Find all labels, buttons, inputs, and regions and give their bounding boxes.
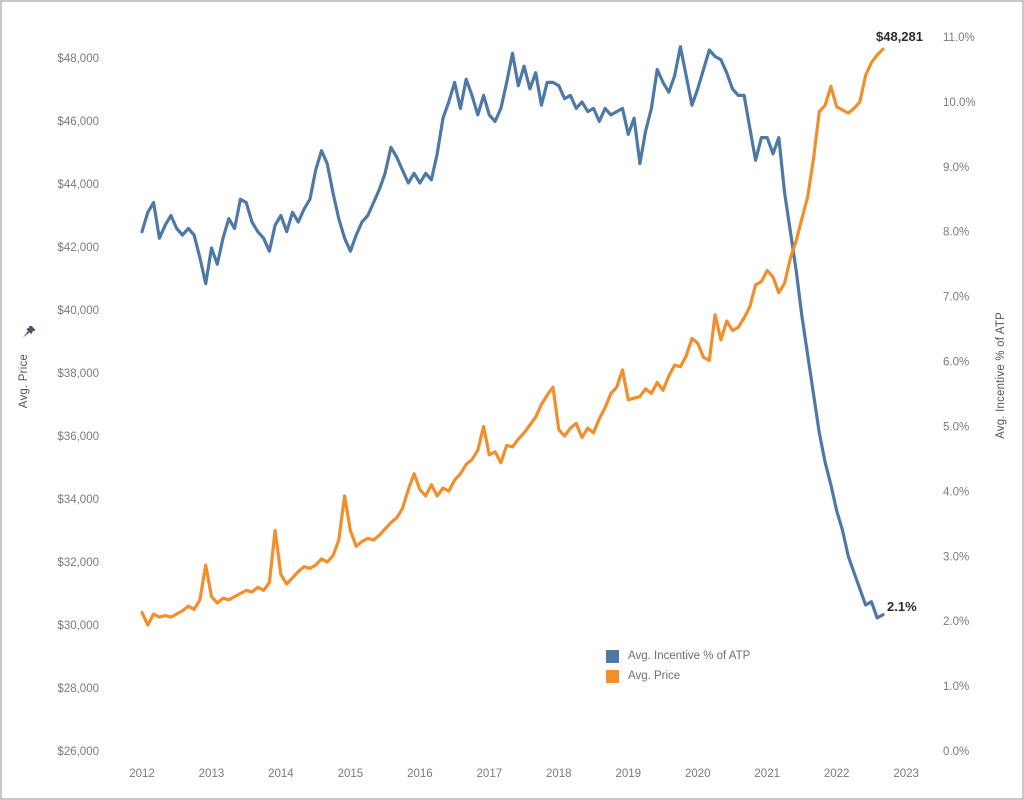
right-axis-tick-label: 7.0% bbox=[943, 292, 969, 304]
x-axis-tick-label: 2020 bbox=[685, 768, 711, 780]
x-axis-tick-label: 2018 bbox=[546, 768, 572, 780]
left-axis-tick-label: $44,000 bbox=[57, 179, 99, 191]
x-axis-tick-label: 2021 bbox=[754, 768, 780, 780]
right-axis-tick-label: 11.0% bbox=[943, 32, 975, 44]
right-axis-tick-label: 5.0% bbox=[943, 421, 969, 433]
right-axis-tick-label: 8.0% bbox=[943, 227, 969, 239]
legend-label-incentive: Avg. Incentive % of ATP bbox=[628, 650, 751, 662]
left-axis-title: Avg. Price bbox=[18, 354, 30, 409]
left-axis-tick-label: $38,000 bbox=[57, 368, 99, 380]
x-axis-tick-label: 2016 bbox=[407, 768, 433, 780]
series-line-1 bbox=[140, 47, 885, 627]
left-axis-tick-label: $46,000 bbox=[57, 116, 99, 128]
pinned-axis-icon[interactable] bbox=[21, 326, 36, 342]
right-axis-tick-label: 1.0% bbox=[943, 681, 969, 693]
left-axis-tick-label: $42,000 bbox=[57, 242, 99, 254]
legend-item-incentive[interactable]: Avg. Incentive % of ATP bbox=[606, 646, 750, 666]
right-axis-tick-label: 10.0% bbox=[943, 97, 976, 109]
left-axis-tick-label: $48,000 bbox=[57, 53, 99, 65]
left-axis-tick-label: $26,000 bbox=[57, 746, 99, 758]
right-axis-tick-label: 2.0% bbox=[943, 616, 969, 628]
x-axis-tick-label: 2014 bbox=[268, 768, 294, 780]
right-axis-tick-label: 6.0% bbox=[943, 357, 969, 369]
x-axis-tick-label: 2022 bbox=[824, 768, 850, 780]
incentive-end-annotation: 2.1% bbox=[887, 599, 917, 614]
x-axis-tick-label: 2013 bbox=[199, 768, 225, 780]
right-axis-tick-label: 0.0% bbox=[943, 746, 969, 758]
right-axis-tick-label: 3.0% bbox=[943, 551, 969, 563]
right-axis-tick-label: 9.0% bbox=[943, 162, 969, 174]
legend-label-price: Avg. Price bbox=[628, 670, 681, 682]
x-axis-tick-label: 2012 bbox=[129, 768, 155, 780]
right-axis-title: Avg. Incentive % of ATP bbox=[995, 312, 1007, 439]
legend-swatch-price bbox=[606, 669, 619, 683]
left-axis-tick-label: $32,000 bbox=[57, 557, 99, 569]
left-axis-tick-label: $28,000 bbox=[57, 683, 99, 695]
left-axis-tick-label: $30,000 bbox=[57, 620, 99, 632]
price-end-annotation: $48,281 bbox=[876, 29, 923, 44]
x-axis-tick-label: 2015 bbox=[338, 768, 364, 780]
right-axis-tick-label: 4.0% bbox=[943, 486, 969, 498]
legend: Avg. Incentive % of ATP Avg. Price bbox=[606, 646, 750, 686]
x-axis-tick-label: 2019 bbox=[615, 768, 641, 780]
series-line-0 bbox=[140, 45, 885, 620]
x-axis-tick-label: 2023 bbox=[893, 768, 919, 780]
left-axis-tick-label: $40,000 bbox=[57, 305, 99, 317]
left-axis-tick-label: $36,000 bbox=[57, 431, 99, 443]
legend-item-price[interactable]: Avg. Price bbox=[606, 666, 750, 686]
x-axis-tick-label: 2017 bbox=[477, 768, 503, 780]
left-axis-tick-label: $34,000 bbox=[57, 494, 99, 506]
legend-swatch-incentive bbox=[606, 649, 619, 663]
